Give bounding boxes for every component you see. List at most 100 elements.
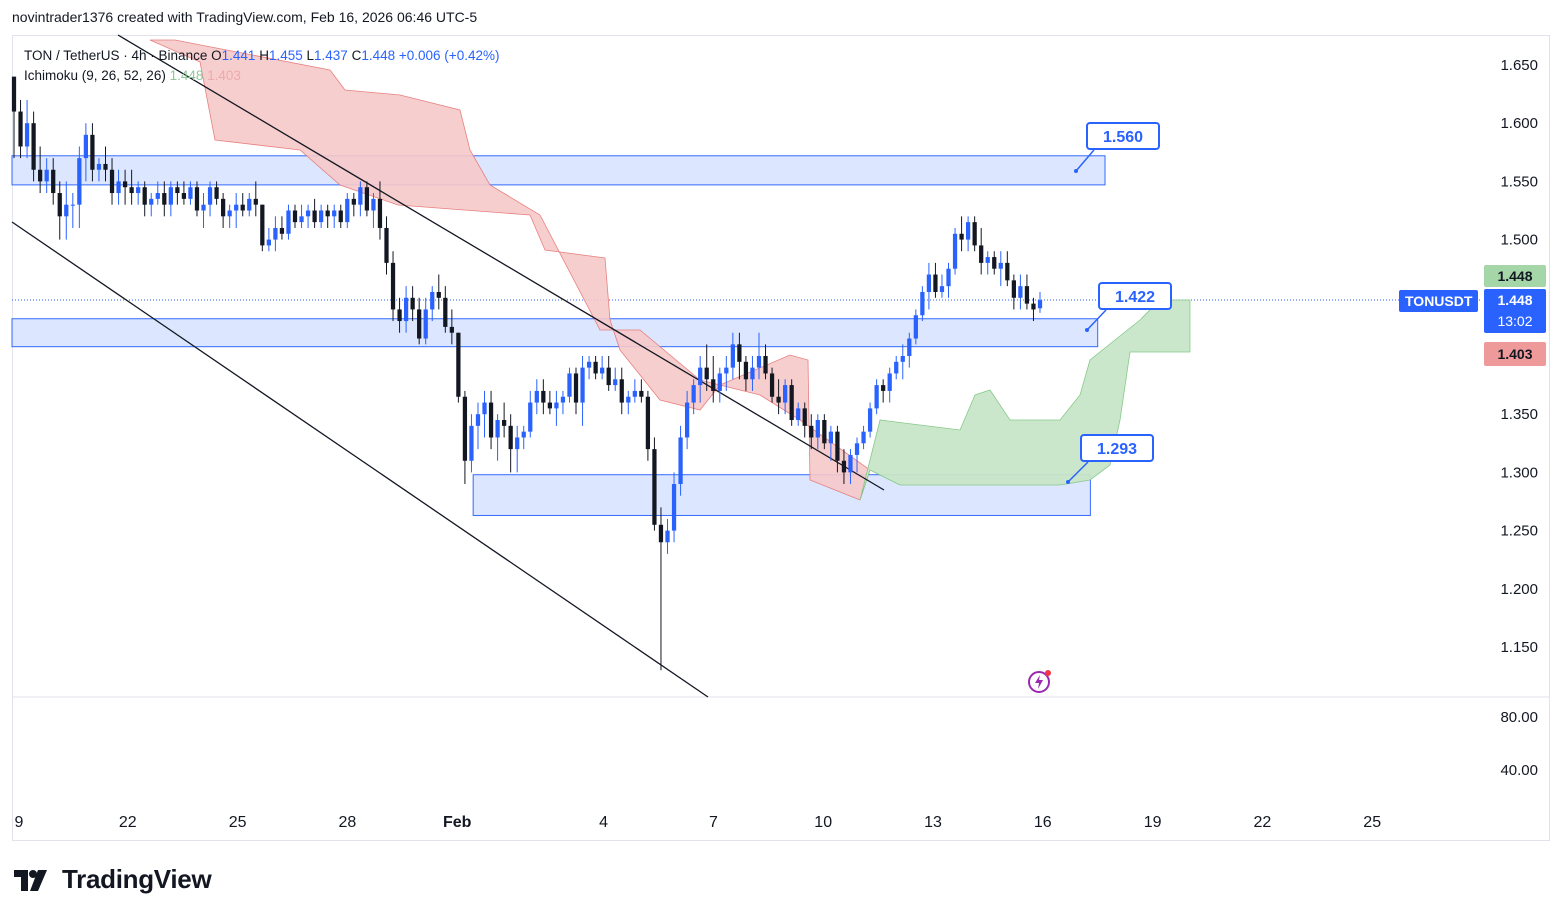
- candle: [704, 344, 709, 391]
- candle-body: [417, 309, 422, 339]
- candle: [469, 414, 474, 473]
- candle: [900, 344, 905, 380]
- candle-body: [423, 309, 428, 339]
- candle: [495, 414, 500, 461]
- last-price-value: 1.448: [1497, 292, 1533, 308]
- candle-body: [946, 268, 951, 287]
- oscillator-tick-label: 40.00: [1500, 762, 1538, 779]
- y-tick-label: 1.150: [1500, 639, 1538, 656]
- candle: [449, 309, 454, 345]
- candle: [305, 204, 311, 228]
- tradingview-logo-icon: [14, 869, 47, 891]
- last-price-tag: 1.448 13:02: [1484, 289, 1546, 333]
- candle: [371, 193, 376, 228]
- candle-body: [783, 385, 788, 403]
- candle: [815, 414, 820, 450]
- callout-anchor-1422: [1085, 328, 1089, 332]
- open-label: O: [211, 48, 222, 63]
- candle: [1031, 297, 1036, 322]
- candle: [482, 390, 487, 438]
- candle: [763, 344, 768, 380]
- callout-anchor-1560: [1074, 169, 1078, 173]
- candle-body: [547, 402, 552, 409]
- candle: [31, 111, 36, 182]
- candle: [952, 227, 958, 275]
- candle-body: [129, 187, 134, 194]
- candle-body: [24, 123, 30, 147]
- candle: [64, 181, 69, 240]
- candle-body: [384, 227, 389, 263]
- candle-body: [822, 420, 827, 444]
- candle: [38, 146, 43, 194]
- candle: [717, 367, 722, 403]
- candle: [508, 414, 513, 473]
- candle-body: [319, 210, 324, 223]
- candle: [377, 181, 383, 240]
- candle: [51, 158, 56, 205]
- candle: [325, 204, 330, 228]
- oscillator-tick-label: 80.00: [1500, 709, 1538, 726]
- chart-legend: TON / TetherUS · 4h · Binance O1.441 H1.…: [24, 46, 499, 86]
- x-tick-label: 19: [1144, 814, 1162, 831]
- candle-body: [952, 233, 958, 269]
- candle-body: [972, 222, 977, 246]
- candle: [1037, 291, 1043, 313]
- candle-body: [573, 373, 579, 403]
- candle: [168, 181, 173, 217]
- candle: [234, 193, 239, 228]
- ticker-tag: TONUSDT: [1399, 290, 1479, 312]
- candle-body: [1011, 280, 1016, 298]
- candle: [122, 169, 128, 205]
- candle: [632, 379, 637, 403]
- candle: [776, 379, 781, 415]
- candle: [57, 181, 62, 240]
- candle: [600, 356, 605, 380]
- candle-body: [227, 210, 232, 217]
- high-value: 1.455: [268, 48, 303, 63]
- candle-body: [260, 204, 265, 246]
- candle: [227, 204, 232, 228]
- indicator-name[interactable]: Ichimoku (9, 26, 52, 26): [24, 68, 166, 83]
- candle-body: [403, 297, 409, 322]
- candle-body: [515, 437, 520, 450]
- y-tick-label: 1.200: [1500, 581, 1538, 598]
- candle: [809, 414, 814, 450]
- candle-body: [201, 204, 206, 211]
- candle-body: [534, 390, 539, 403]
- callout-1293[interactable]: 1.293: [1080, 434, 1154, 462]
- candle: [515, 425, 520, 473]
- candle-body: [992, 257, 997, 269]
- candle: [959, 216, 964, 252]
- indicator-value-1: 1.448: [169, 68, 204, 83]
- candle-body: [430, 291, 435, 310]
- callout-1422[interactable]: 1.422: [1098, 282, 1172, 310]
- candle: [345, 193, 350, 228]
- candle-body: [312, 210, 317, 223]
- candle: [364, 181, 370, 217]
- candle-body: [64, 204, 69, 217]
- candle: [96, 158, 102, 182]
- candle: [247, 193, 252, 217]
- candle-body: [645, 396, 651, 450]
- callout-leader-1560: [1075, 149, 1095, 172]
- lightning-icon[interactable]: [1027, 668, 1053, 694]
- base-line-tag: 1.403: [1484, 342, 1546, 366]
- callout-1560[interactable]: 1.560: [1086, 122, 1160, 150]
- candle-body: [711, 379, 716, 391]
- symbol-title: TON / TetherUS · 4h · Binance: [24, 48, 208, 63]
- candle: [580, 356, 585, 426]
- candle-body: [802, 408, 807, 426]
- candle-body: [652, 449, 657, 525]
- y-tick-label: 1.650: [1500, 57, 1538, 74]
- candle: [841, 449, 847, 485]
- candle-body: [626, 396, 631, 403]
- x-tick-label: 7: [709, 814, 718, 831]
- candle-body: [136, 187, 141, 194]
- candle-body: [737, 344, 742, 362]
- candle-body: [606, 367, 611, 386]
- candle: [926, 262, 932, 310]
- candle: [894, 356, 899, 380]
- tradingview-brand[interactable]: TradingView: [14, 864, 212, 895]
- candle-body: [1018, 286, 1023, 298]
